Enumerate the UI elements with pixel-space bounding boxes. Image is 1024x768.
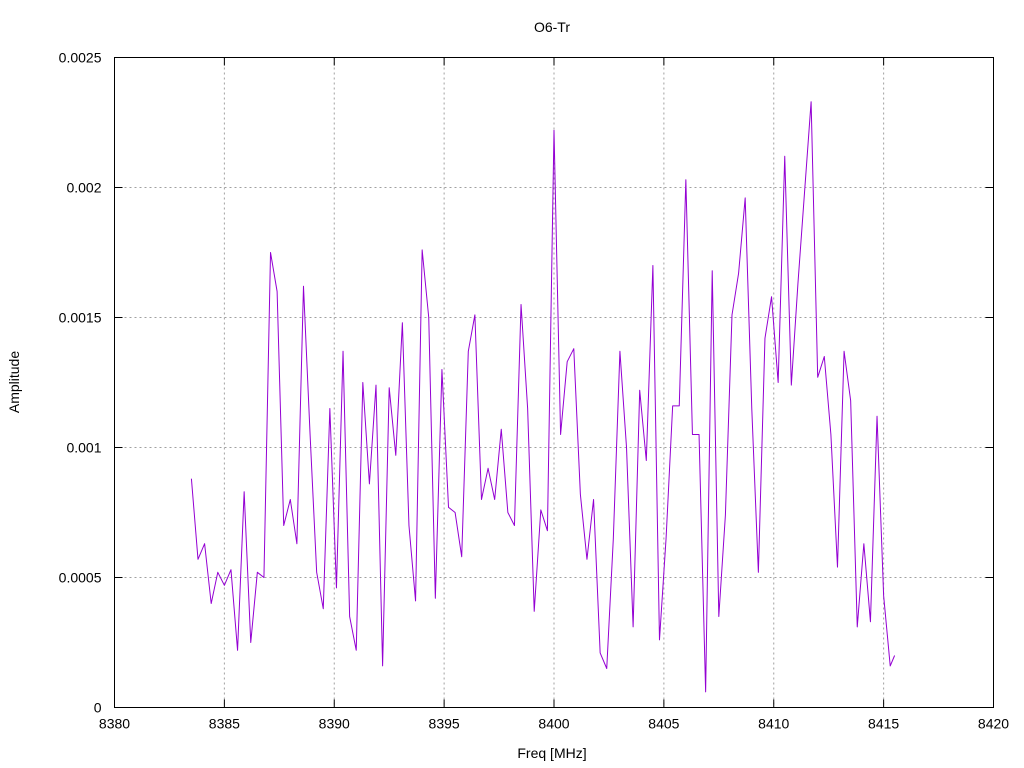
y-tick-label: 0.002 [66,180,101,196]
amplitude-series-line [190,101,896,693]
x-tick-label: 8395 [429,716,460,732]
x-tick-label: 8410 [758,716,789,732]
y-tick-label: 0.0005 [59,570,102,586]
x-tick-label: 8380 [99,716,130,732]
y-tick-label: 0.0015 [59,310,102,326]
x-tick-label: 8405 [648,716,679,732]
x-tick-labels: 8380 8385 8390 8395 8400 8405 8410 8415 8420 [99,716,1009,732]
y-tick-label: 0 [94,700,102,716]
x-tick-label: 8385 [209,716,240,732]
y-tick-label: 0.0025 [59,50,102,66]
x-tick-label: 8400 [538,716,569,732]
x-tick-label: 8415 [868,716,899,732]
y-axis-label: Amplitude [6,351,22,413]
plot-frame [114,57,994,708]
chart-title: O6-Tr [534,19,570,35]
y-tick-labels: 0 0.0005 0.001 0.0015 0.002 0.0025 [59,50,102,716]
series-group [190,101,896,693]
x-axis-label: Freq [MHz] [517,745,586,761]
y-tick-label: 0.001 [66,440,101,456]
x-tick-label: 8420 [978,716,1009,732]
x-tick-label: 8390 [319,716,350,732]
